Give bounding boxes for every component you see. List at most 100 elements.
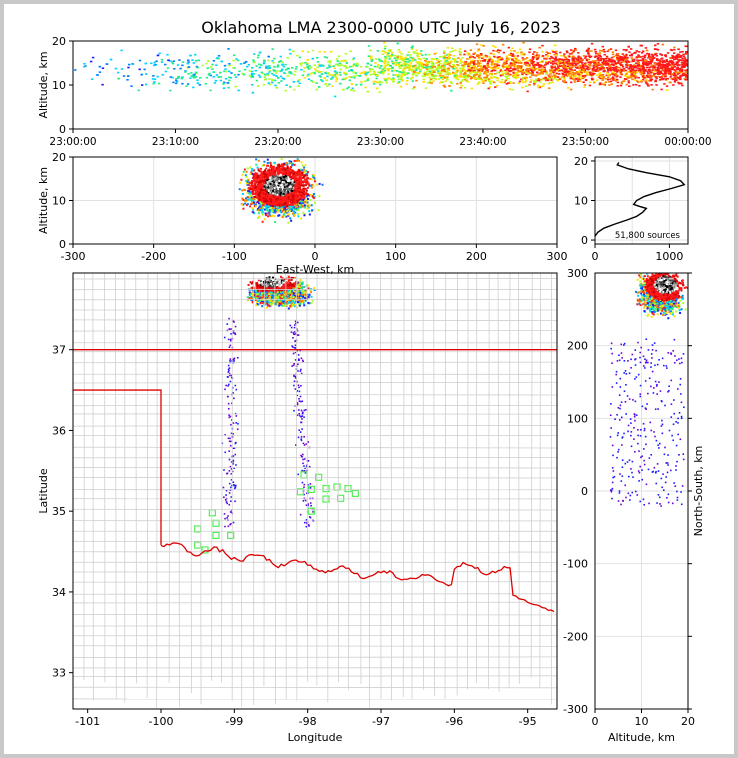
time-altitude-source xyxy=(528,63,531,66)
time-altitude-source xyxy=(654,44,657,47)
time-altitude-source xyxy=(685,51,688,54)
time-altitude-source xyxy=(509,54,512,56)
time-altitude-source xyxy=(330,78,333,80)
time-altitude-source xyxy=(588,67,591,69)
time-altitude-source xyxy=(522,59,525,61)
time-altitude-source xyxy=(564,57,567,59)
time-altitude-source xyxy=(597,56,600,59)
time-altitude-source xyxy=(624,69,627,72)
time-altitude-source xyxy=(403,73,406,75)
time-altitude-source xyxy=(549,73,552,75)
time-altitude-source xyxy=(625,78,628,80)
time-altitude-source xyxy=(453,59,457,62)
time-altitude-source xyxy=(666,52,670,54)
ew-source xyxy=(282,197,285,200)
time-altitude-source xyxy=(578,78,581,81)
time-altitude-source xyxy=(630,75,633,78)
time-altitude-source xyxy=(282,65,286,68)
time-altitude-source xyxy=(484,79,487,82)
time-altitude-source xyxy=(400,78,403,80)
time-altitude-source xyxy=(319,79,323,81)
time-altitude-source xyxy=(187,61,190,63)
time-altitude-source xyxy=(397,81,401,83)
time-altitude-source xyxy=(651,55,654,58)
time-altitude-source xyxy=(520,51,523,54)
time-altitude-source xyxy=(601,77,605,79)
time-altitude-source xyxy=(411,73,415,76)
time-altitude-source xyxy=(412,70,416,73)
time-altitude-source xyxy=(489,83,492,85)
time-altitude-source xyxy=(475,43,479,46)
ew-source xyxy=(261,220,264,223)
time-altitude-source xyxy=(198,84,202,86)
time-altitude-source xyxy=(495,50,498,53)
time-altitude-source xyxy=(608,84,611,86)
time-altitude-source xyxy=(379,59,382,62)
time-altitude-source xyxy=(511,69,515,72)
time-altitude-source xyxy=(336,63,339,66)
time-altitude-source xyxy=(553,69,556,72)
time-altitude-source xyxy=(494,66,497,69)
time-altitude-source xyxy=(646,70,649,73)
time-altitude-source xyxy=(331,74,335,76)
time-altitude-source xyxy=(516,66,520,69)
time-altitude-source xyxy=(415,66,418,69)
time-altitude-source xyxy=(275,86,279,89)
time-altitude-source xyxy=(425,61,428,63)
time-altitude-source xyxy=(138,59,142,62)
time-altitude-source xyxy=(516,60,519,62)
time-altitude-source xyxy=(562,65,565,68)
ew-source xyxy=(288,160,291,163)
time-altitude-source xyxy=(556,79,559,82)
time-altitude-source xyxy=(550,76,554,79)
time-altitude-source xyxy=(652,73,656,76)
time-altitude-source xyxy=(232,54,236,57)
time-altitude-source xyxy=(140,84,144,86)
time-altitude-source xyxy=(439,60,443,62)
time-altitude-source xyxy=(184,71,187,73)
time-altitude-source xyxy=(399,85,403,88)
time-altitude-source xyxy=(385,64,389,66)
time-altitude-source xyxy=(537,86,540,89)
time-altitude-source xyxy=(669,60,672,62)
time-altitude-source xyxy=(640,64,643,67)
time-altitude-source xyxy=(612,55,616,58)
time-altitude-source xyxy=(612,79,615,81)
time-altitude-source xyxy=(579,73,583,75)
time-altitude-source xyxy=(504,79,507,82)
time-altitude-source xyxy=(592,63,596,65)
time-altitude-source xyxy=(602,76,605,78)
time-altitude-source xyxy=(631,60,635,63)
time-altitude-source xyxy=(532,69,536,71)
time-altitude-source xyxy=(384,79,387,82)
time-altitude-source xyxy=(493,81,496,84)
time-altitude-source xyxy=(610,63,614,66)
time-altitude-source xyxy=(468,69,472,72)
ew-source xyxy=(261,200,264,203)
time-altitude-source xyxy=(217,57,220,60)
time-altitude-source xyxy=(456,63,459,66)
time-altitude-source xyxy=(417,58,421,60)
time-altitude-source xyxy=(642,60,645,63)
time-altitude-source xyxy=(631,78,634,81)
time-altitude-source xyxy=(536,79,539,82)
time-altitude-source xyxy=(565,58,569,61)
time-altitude-source xyxy=(268,67,271,69)
ew-source xyxy=(279,209,282,212)
time-altitude-source xyxy=(481,57,484,60)
time-altitude-source xyxy=(366,66,369,68)
time-altitude-source xyxy=(662,68,665,71)
time-altitude-source xyxy=(503,62,506,65)
time-altitude-source xyxy=(464,61,467,64)
time-altitude-source xyxy=(596,70,600,72)
time-altitude-source xyxy=(374,58,378,60)
time-altitude-source xyxy=(456,82,459,85)
time-altitude-source xyxy=(390,53,394,56)
time-altitude-source xyxy=(675,58,678,60)
time-altitude-source xyxy=(344,77,348,79)
time-altitude-source xyxy=(192,86,195,89)
time-altitude-source xyxy=(512,73,516,76)
time-altitude-source xyxy=(675,57,678,59)
time-altitude-source xyxy=(315,82,318,84)
time-altitude-source xyxy=(379,72,382,74)
